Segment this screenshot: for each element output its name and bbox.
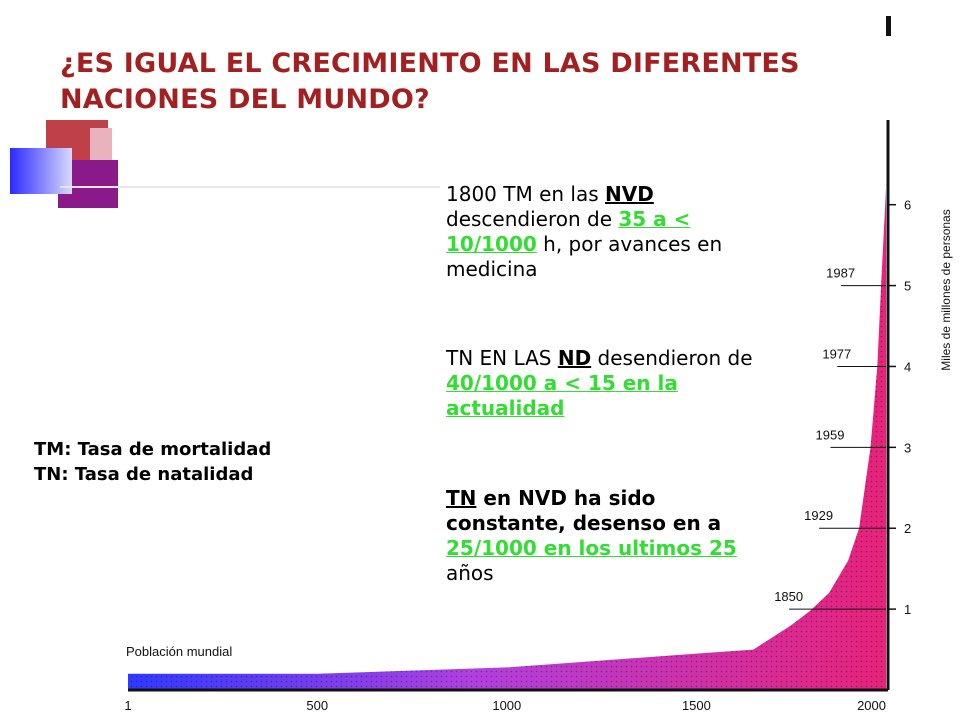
- title-line-2: NACIONES DEL MUNDO?: [60, 84, 430, 115]
- p3-d: años: [446, 561, 494, 585]
- y-tick-label: 5: [904, 279, 911, 294]
- p1-c: descendieron de: [446, 207, 619, 231]
- annotation-year: 1959: [816, 427, 845, 442]
- p1-a: 1800 TM en las: [446, 182, 606, 206]
- y-tick-label: 4: [904, 359, 911, 374]
- annotation-year: 1850: [774, 589, 803, 604]
- y-tick-label: 1: [904, 602, 911, 617]
- y-axis-label: Miles de millones de personas: [939, 209, 953, 370]
- page-title: ¿ES IGUAL EL CRECIMIENTO EN LAS DIFERENT…: [60, 46, 890, 118]
- y-tick-label: 2: [904, 521, 911, 536]
- p2-nd: ND: [557, 346, 592, 370]
- legend-tm: TM: Tasa de mortalidad: [34, 439, 272, 460]
- annotation-year: 1977: [822, 346, 851, 361]
- y-tick-label: 6: [904, 198, 911, 213]
- population-area-texture: [128, 188, 886, 690]
- legend-box: TM: Tasa de mortalidad TN: Tasa de natal…: [34, 437, 271, 487]
- text-natality-nvd: TN en NVD ha sido constante, desenso en …: [446, 486, 776, 586]
- p3-tn: TN: [446, 486, 477, 510]
- x-tick-label: 500: [306, 698, 328, 713]
- p2-c: desendieron de: [591, 346, 753, 370]
- chart-title: Población mundial: [126, 644, 232, 659]
- divider-line: [60, 186, 440, 188]
- p1-e: h, por avances en medicina: [446, 232, 723, 281]
- legend-tn: TN: Tasa de natalidad: [34, 464, 254, 485]
- text-mortality: 1800 TM en las NVD descendieron de 35 a …: [446, 182, 776, 282]
- text-natality-nd: TN EN LAS ND desendieron de 40/1000 a < …: [446, 346, 776, 421]
- title-line-1: ¿ES IGUAL EL CRECIMIENTO EN LAS DIFERENT…: [60, 48, 800, 79]
- p3-b: en NVD ha sido constante, desenso en a: [446, 486, 722, 535]
- p1-nvd: NVD: [605, 182, 654, 206]
- p2-a: TN EN LAS: [446, 346, 558, 370]
- p2-rate: 40/1000 a < 15 en la actualidad: [446, 371, 678, 420]
- x-tick-label: 1500: [682, 698, 711, 713]
- annotation-year: 1929: [804, 508, 833, 523]
- p1-rate: 35 a < 10/1000: [446, 207, 691, 256]
- x-tick-label: 1000: [492, 698, 521, 713]
- y-tick-label: 3: [904, 440, 911, 455]
- x-tick-label: 2000: [857, 698, 886, 713]
- x-tick-label: 1: [124, 698, 131, 713]
- p3-rate: 25/1000 en los ultimos 25: [446, 536, 737, 560]
- annotation-year: 1987: [826, 266, 855, 281]
- top-mark: [886, 16, 891, 36]
